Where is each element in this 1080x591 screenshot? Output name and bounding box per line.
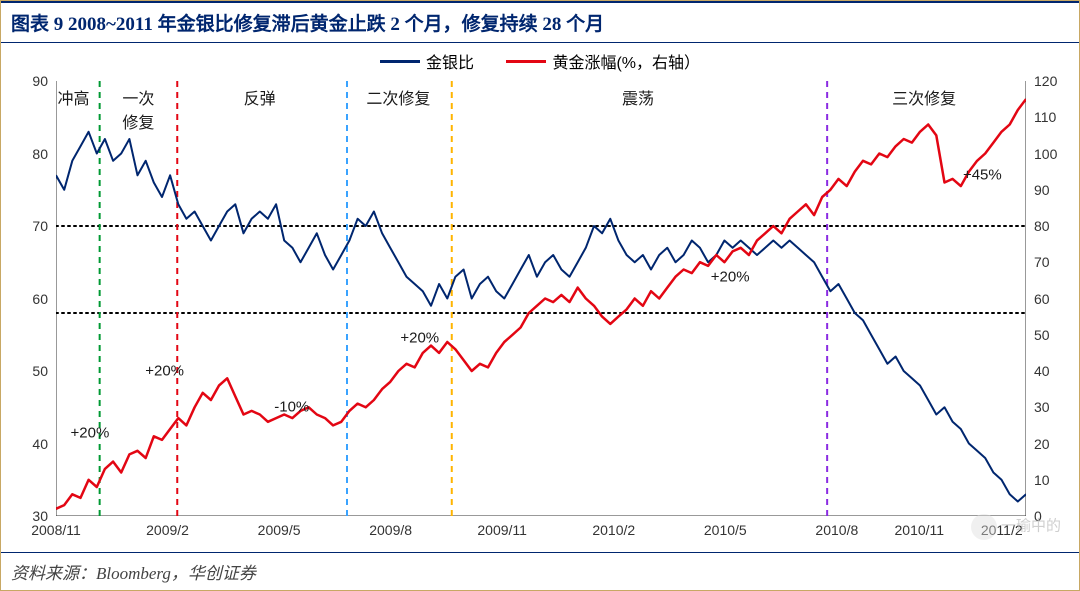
watermark-icon [971, 514, 997, 540]
legend-swatch-ratio [380, 60, 420, 63]
chart-annotation: +20% [71, 424, 110, 441]
legend-item-ratio: 金银比 [380, 49, 474, 73]
axis-tick: 70 [32, 218, 48, 234]
axis-tick: 110 [1034, 109, 1056, 125]
axis-tick: 10 [1034, 472, 1050, 488]
axis-tick: 90 [1034, 182, 1050, 198]
axis-tick: 60 [32, 291, 48, 307]
axis-tick: 100 [1034, 146, 1057, 162]
period-label: 一次修复 [122, 85, 154, 133]
chart-area [56, 81, 1026, 516]
legend-swatch-gold [506, 60, 546, 63]
axis-tick: 50 [32, 363, 48, 379]
chart-annotation: +45% [963, 167, 1002, 184]
axis-tick: 2010/11 [895, 522, 945, 538]
axis-tick: 60 [1034, 291, 1050, 307]
axis-tick: 50 [1034, 327, 1050, 343]
axis-tick: 20 [1034, 436, 1050, 452]
period-label: 二次修复 [366, 85, 430, 109]
chart-annotation: -10% [274, 399, 309, 416]
axis-tick: 90 [32, 73, 48, 89]
axis-tick: 2010/2 [592, 522, 635, 538]
axis-tick: 30 [1034, 399, 1050, 415]
chart-annotation: +20% [711, 268, 750, 285]
axis-tick: 40 [1034, 363, 1050, 379]
figure-title: 图表 9 2008~2011 年金银比修复滞后黄金止跌 2 个月，修复持续 28… [1, 1, 1079, 43]
axis-tick: 2008/11 [31, 522, 81, 538]
period-label: 震荡 [622, 85, 654, 109]
watermark: 一瑜中的 [971, 514, 1061, 540]
axis-tick: 70 [1034, 254, 1050, 270]
legend-item-gold: 黄金涨幅(%，右轴） [506, 49, 700, 73]
axis-tick: 80 [32, 146, 48, 162]
axis-tick: 120 [1034, 73, 1057, 89]
chart-annotation: +20% [145, 363, 184, 380]
chart-svg [56, 81, 1026, 516]
chart-annotation: +20% [400, 330, 439, 347]
axis-tick: 40 [32, 436, 48, 452]
period-label: 三次修复 [892, 85, 956, 109]
watermark-text: 一瑜中的 [1001, 518, 1061, 534]
axis-tick: 2009/2 [146, 522, 189, 538]
figure-container: 图表 9 2008~2011 年金银比修复滞后黄金止跌 2 个月，修复持续 28… [0, 0, 1080, 591]
figure-source: 资料来源：Bloomberg，华创证券 [1, 552, 1079, 590]
axis-tick: 80 [1034, 218, 1050, 234]
axis-tick: 2009/11 [477, 522, 527, 538]
period-label: 反弹 [244, 85, 276, 109]
axis-tick: 2010/5 [704, 522, 747, 538]
axis-tick: 2009/8 [369, 522, 412, 538]
chart-legend: 金银比 黄金涨幅(%，右轴） [1, 49, 1079, 73]
legend-label-gold: 黄金涨幅(%，右轴） [552, 49, 700, 73]
period-label: 冲高 [57, 85, 89, 109]
axis-tick: 2009/5 [258, 522, 301, 538]
legend-label-ratio: 金银比 [426, 49, 474, 73]
axis-tick: 2010/8 [815, 522, 858, 538]
